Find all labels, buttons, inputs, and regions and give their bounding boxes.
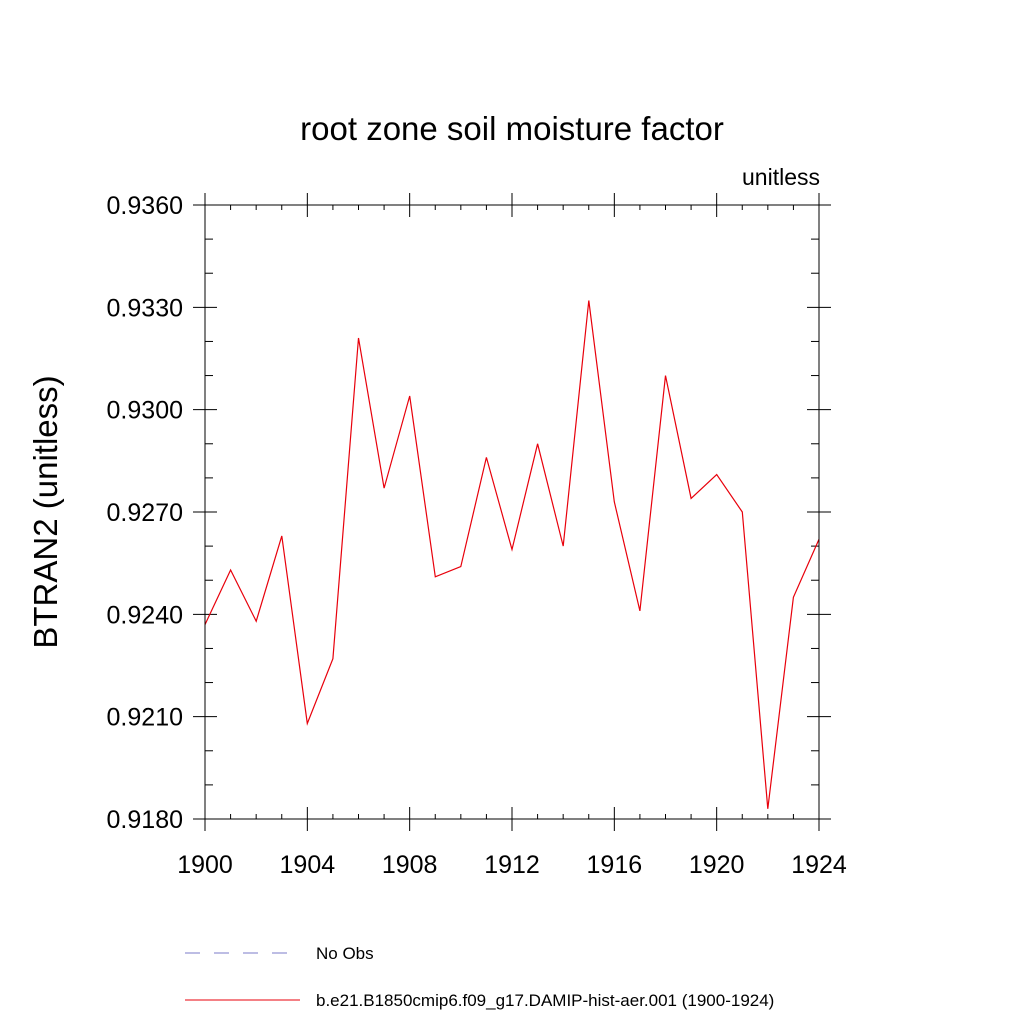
x-tick-label: 1924: [791, 851, 847, 879]
y-tick-label: 0.9240: [107, 601, 183, 629]
series-line: [204, 300, 820, 809]
y-tick-label: 0.9180: [107, 806, 183, 834]
legend-label-model: b.e21.B1850cmip6.f09_g17.DAMIP-hist-aer.…: [316, 991, 774, 1010]
y-tick-label: 0.9330: [107, 294, 183, 322]
y-tick-label: 0.9210: [107, 704, 183, 732]
minor-ticks: [205, 205, 819, 819]
x-tick-label: 1904: [280, 851, 336, 879]
y-axis-label: BTRAN2 (unitless): [27, 375, 64, 648]
y-tick-labels: 0.9180 0.9210 0.9240 0.9270 0.9300 0.9330 0.93…: [107, 192, 183, 834]
x-tick-labels: 1900 1904 1908 1912 1916 1920 1924: [177, 851, 847, 879]
y-tick-label: 0.9360: [107, 192, 183, 220]
series-layer: [204, 300, 820, 809]
y-tick-label: 0.9300: [107, 397, 183, 425]
chart-title: root zone soil moisture factor: [300, 110, 724, 147]
units-label: unitless: [742, 164, 820, 190]
legend-label-no-obs: No Obs: [316, 944, 374, 963]
x-tick-label: 1920: [689, 851, 745, 879]
x-tick-label: 1908: [382, 851, 438, 879]
plot-frame: [204, 204, 820, 820]
legend: No Obs b.e21.B1850cmip6.f09_g17.DAMIP-hi…: [185, 944, 774, 1010]
x-tick-label: 1916: [587, 851, 643, 879]
y-tick-label: 0.9270: [107, 499, 183, 527]
x-tick-label: 1900: [177, 851, 233, 879]
x-tick-label: 1912: [484, 851, 540, 879]
major-ticks: [193, 193, 831, 831]
